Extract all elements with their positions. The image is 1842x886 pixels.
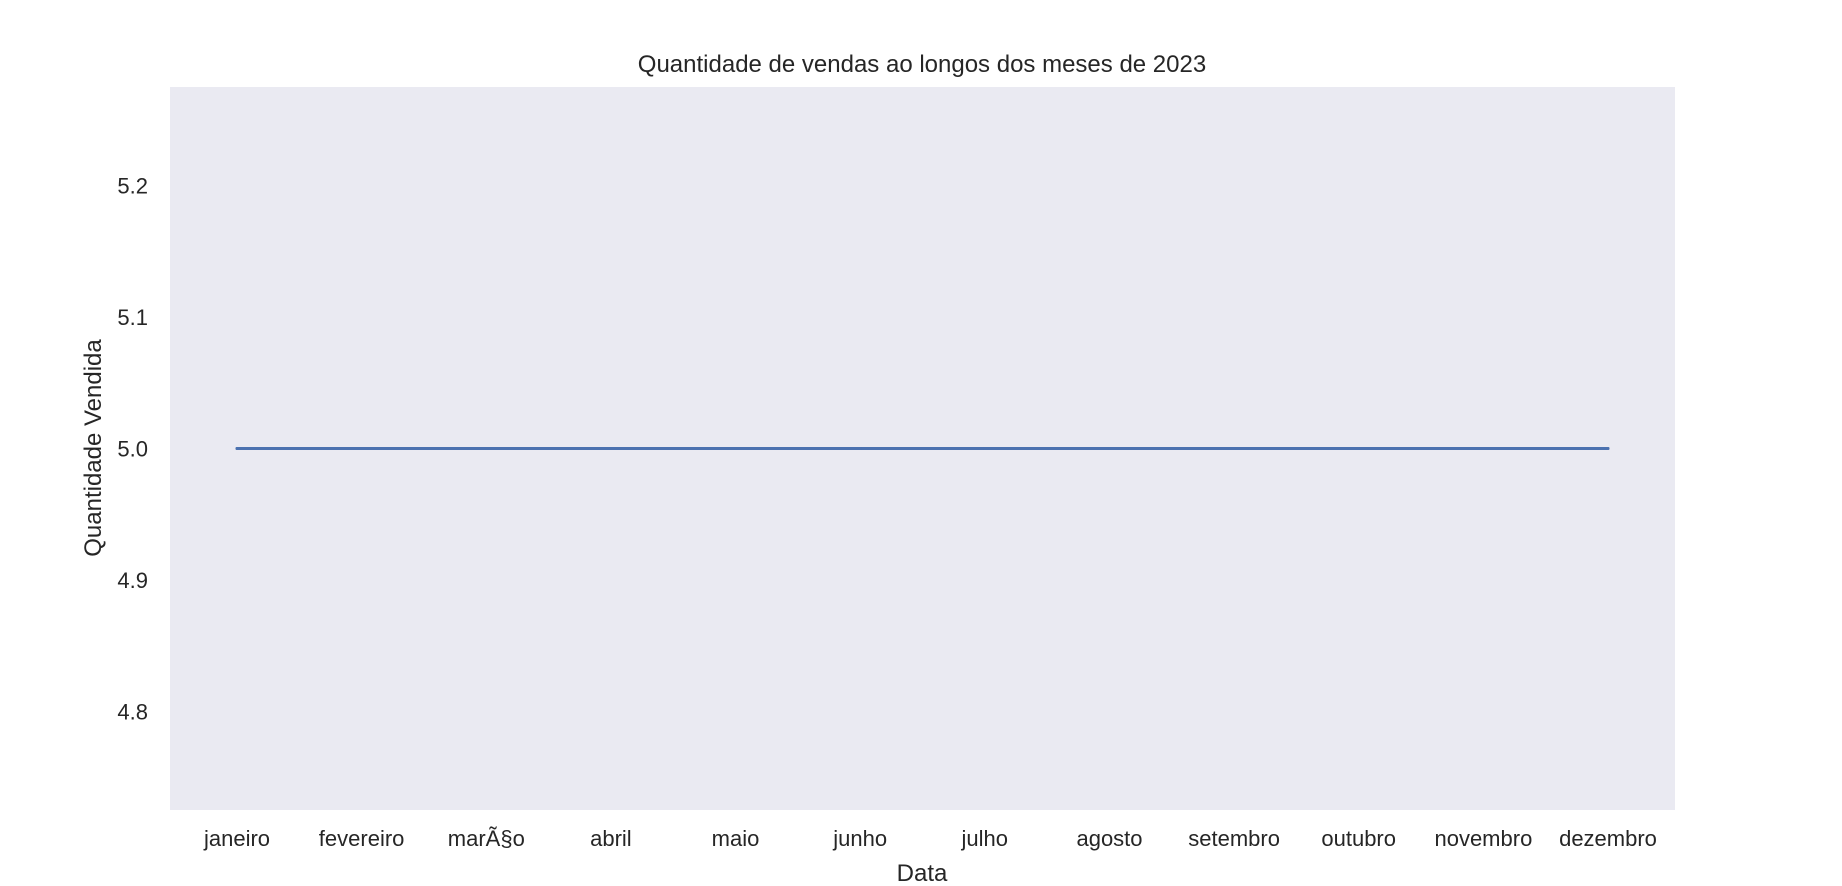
chart-title: Quantidade de vendas ao longos dos meses… xyxy=(638,51,1206,78)
x-tick-label: maio xyxy=(712,826,760,851)
y-tick-label: 5.0 xyxy=(117,437,148,462)
x-tick-label: marÃ§o xyxy=(448,826,525,851)
data-point xyxy=(1481,447,1485,450)
data-point xyxy=(734,447,737,450)
x-tick-label: abril xyxy=(590,826,632,851)
data-point xyxy=(360,447,364,450)
x-axis-label: Data xyxy=(897,860,948,886)
x-tick-label: dezembro xyxy=(1559,826,1657,851)
y-axis-ticks: 4.8 4.9 5.0 5.1 5.2 xyxy=(117,174,148,725)
y-tick-label: 4.9 xyxy=(117,568,148,593)
x-tick-label: junho xyxy=(832,826,887,851)
data-point xyxy=(1108,447,1111,450)
data-point xyxy=(858,447,862,450)
x-tick-label: fevereiro xyxy=(319,826,405,851)
x-tick-label: setembro xyxy=(1188,826,1280,851)
data-point xyxy=(1232,447,1236,450)
x-tick-label: julho xyxy=(961,826,1008,851)
x-tick-label: janeiro xyxy=(203,826,270,851)
y-tick-label: 5.1 xyxy=(117,305,148,330)
x-tick-label: outubro xyxy=(1321,826,1396,851)
y-tick-label: 4.8 xyxy=(117,699,148,724)
x-axis-ticks: janeiro fevereiro marÃ§o abril maio junho julh… xyxy=(203,826,1657,851)
data-point xyxy=(609,447,613,450)
x-tick-label: novembro xyxy=(1434,826,1532,851)
series-layer xyxy=(235,447,1610,450)
y-axis-label: Quantidade Vendida xyxy=(80,339,107,557)
data-point xyxy=(983,447,987,450)
x-tick-label: agosto xyxy=(1076,826,1142,851)
data-point xyxy=(235,447,239,450)
y-tick-label: 5.2 xyxy=(117,174,148,199)
data-point xyxy=(1606,447,1610,450)
data-point xyxy=(484,447,488,450)
data-point xyxy=(1357,447,1361,450)
